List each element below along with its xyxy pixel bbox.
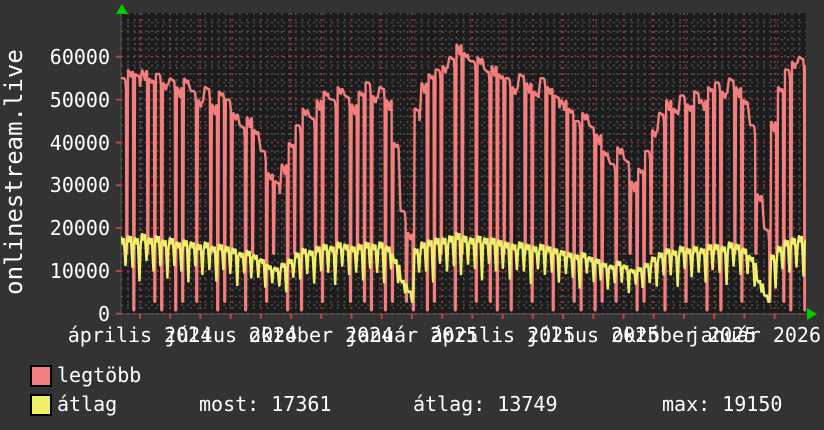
legend-swatch-max [30, 365, 52, 387]
legend-label-avg: átlag [57, 392, 118, 416]
x-axis-arrow-icon [807, 308, 817, 320]
stat-max: max: 19150 [662, 392, 783, 416]
y-axis-arrow-icon [116, 4, 128, 14]
x-tick-label: április 2024 [67, 323, 213, 347]
x-tick-label: október 2025 [611, 323, 757, 347]
y-tick-label: 60000 [49, 45, 110, 69]
x-tick-label: január 2025 [345, 323, 479, 347]
legend-swatch-avg [30, 394, 52, 416]
y-tick-label: 10000 [49, 259, 110, 283]
x-tick-label: január 2026 [688, 323, 821, 347]
y-tick-label: 40000 [49, 131, 110, 155]
series-max-line [121, 43, 806, 312]
y-tick-label: 0 [97, 302, 110, 326]
stat-atlag: átlag: 13749 [413, 392, 558, 416]
x-tick-label: április 2025 [430, 323, 576, 347]
x-tick-label: július 2024 [164, 323, 298, 347]
y-tick-label: 50000 [49, 88, 110, 112]
x-tick-label: július 2025 [526, 323, 660, 347]
legend-label-max: legtöbb [57, 363, 142, 387]
series-avg-line [121, 232, 806, 303]
y-tick-label: 30000 [49, 173, 110, 197]
stat-most: most: 17361 [199, 392, 332, 416]
axis-ticks [116, 55, 776, 319]
y-tick-label: 20000 [49, 216, 110, 240]
x-tick-label: október 2024 [248, 323, 394, 347]
